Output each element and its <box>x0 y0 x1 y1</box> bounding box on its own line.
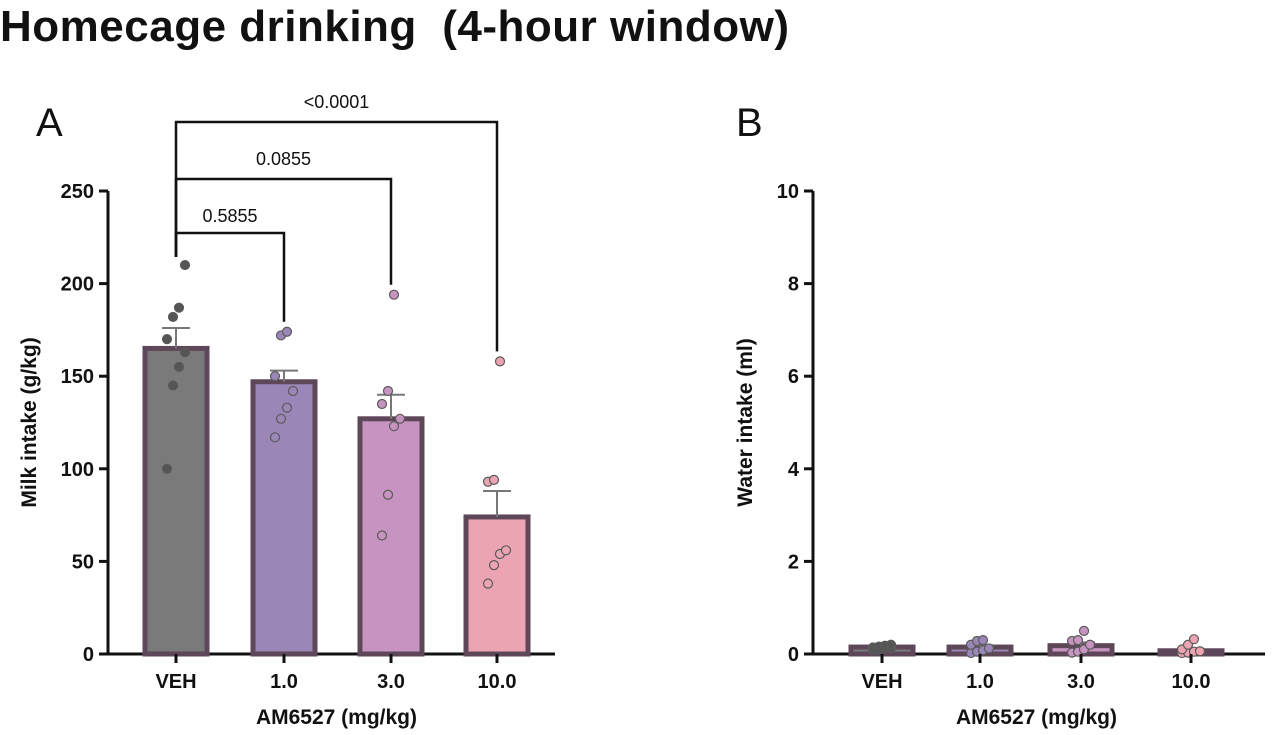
data-point-VEH <box>167 311 179 323</box>
y-tick-label: 100 <box>61 459 94 481</box>
data-point-10.0 <box>488 560 500 571</box>
bar-1.0 <box>250 379 318 657</box>
significance-bracket <box>174 120 499 352</box>
y-tick-label: 4 <box>788 459 800 481</box>
x-tick-label: VEH <box>155 671 196 693</box>
data-point-3.0 <box>388 421 400 432</box>
y-tick-label: 250 <box>61 181 94 203</box>
data-point-3.0 <box>376 398 388 410</box>
data-point-3.0 <box>1084 639 1096 650</box>
x-axis-label: AM6527 (mg/kg) <box>956 706 1117 729</box>
data-point-1.0 <box>281 402 293 413</box>
data-point-1.0 <box>275 413 287 424</box>
data-point-1.0 <box>269 371 281 382</box>
data-point-VEH <box>167 380 179 391</box>
data-point-1.0 <box>983 643 995 654</box>
y-tick-label: 50 <box>72 551 94 573</box>
y-tick-label: 150 <box>61 366 94 388</box>
data-point-1.0 <box>287 385 299 397</box>
y-tick-label: 200 <box>61 274 94 296</box>
data-point-VEH <box>173 361 185 373</box>
x-tick-label: VEH <box>861 671 902 693</box>
data-point-3.0 <box>382 385 394 397</box>
data-point-3.0 <box>1078 625 1090 636</box>
data-point-VEH <box>173 302 185 313</box>
data-point-10.0 <box>1188 634 1200 645</box>
p-value-label: <0.0001 <box>304 92 370 112</box>
y-tick-label: 0 <box>788 644 799 666</box>
p-value-label: 0.5855 <box>202 206 257 226</box>
y-axis-label: Water intake (ml) <box>734 338 757 506</box>
p-value-label: 0.0855 <box>256 149 311 169</box>
data-point-VEH <box>179 347 191 358</box>
data-point-3.0 <box>382 489 394 500</box>
data-point-VEH <box>179 259 191 271</box>
x-tick-label: 10.0 <box>1172 671 1211 693</box>
data-point-10.0 <box>500 545 512 556</box>
y-tick-label: 10 <box>777 181 799 203</box>
data-point-10.0 <box>494 356 506 367</box>
data-point-3.0 <box>388 289 400 300</box>
panel-label-A: A <box>36 101 63 145</box>
data-point-3.0 <box>376 530 388 541</box>
x-axis-label: AM6527 (mg/kg) <box>256 706 417 729</box>
y-axis-label: Milk intake (g/kg) <box>18 337 41 507</box>
figure-title: Homecage drinking (4-hour window) <box>0 2 790 51</box>
data-point-3.0 <box>1072 635 1084 646</box>
data-point-10.0 <box>482 578 494 589</box>
data-point-1.0 <box>281 326 293 337</box>
y-tick-label: 2 <box>788 551 799 573</box>
data-point-1.0 <box>977 635 989 646</box>
x-tick-label: 3.0 <box>1067 671 1095 693</box>
data-point-10.0 <box>488 474 500 486</box>
data-point-1.0 <box>269 432 281 443</box>
data-point-10.0 <box>1194 646 1206 657</box>
y-tick-label: 8 <box>788 274 799 296</box>
data-point-VEH <box>161 334 173 345</box>
data-point-VEH <box>161 463 173 474</box>
data-point-VEH <box>885 639 897 650</box>
bar-10.0 <box>463 514 531 657</box>
x-tick-label: 1.0 <box>966 671 994 693</box>
bar-3.0 <box>357 416 425 657</box>
y-tick-label: 6 <box>788 366 799 388</box>
significance-bracket <box>174 231 286 322</box>
x-tick-label: 10.0 <box>478 671 517 693</box>
bar-VEH <box>142 345 210 657</box>
y-tick-label: 0 <box>83 644 94 666</box>
x-tick-label: 1.0 <box>270 671 298 693</box>
x-tick-label: 3.0 <box>377 671 405 693</box>
panel-label-B: B <box>736 101 763 145</box>
data-point-3.0 <box>394 413 406 424</box>
